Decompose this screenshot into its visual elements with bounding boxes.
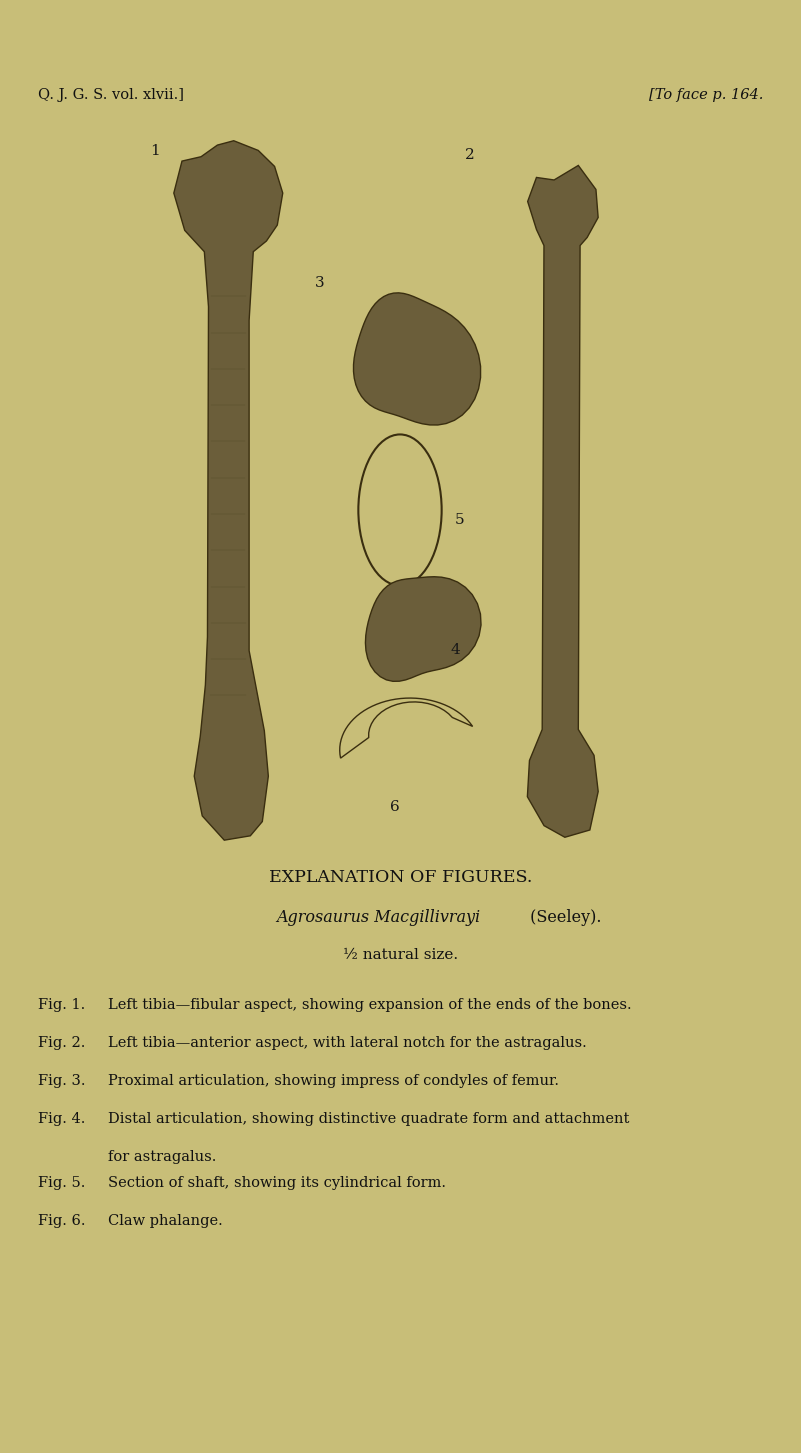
Text: Fig. 5.: Fig. 5. — [38, 1175, 86, 1190]
Text: 1: 1 — [150, 144, 159, 158]
Text: Fig. 2.: Fig. 2. — [38, 1036, 86, 1051]
Text: ½ natural size.: ½ natural size. — [343, 947, 458, 962]
Text: Agrosaurus Macgillivrayi: Agrosaurus Macgillivrayi — [276, 910, 481, 927]
Text: Left tibia—fibular aspect, showing expansion of the ends of the bones.: Left tibia—fibular aspect, showing expan… — [108, 998, 632, 1011]
Polygon shape — [353, 294, 481, 424]
Text: 3: 3 — [315, 276, 324, 291]
Text: 5: 5 — [455, 513, 465, 527]
Text: EXPLANATION OF FIGURES.: EXPLANATION OF FIGURES. — [269, 869, 532, 886]
Text: Left tibia—anterior aspect, with lateral notch for the astragalus.: Left tibia—anterior aspect, with lateral… — [108, 1036, 587, 1051]
Polygon shape — [365, 577, 481, 681]
Text: Fig. 6.: Fig. 6. — [38, 1215, 86, 1228]
Text: 6: 6 — [390, 801, 400, 814]
Text: for astragalus.: for astragalus. — [108, 1149, 216, 1164]
Text: Fig. 1.: Fig. 1. — [38, 998, 85, 1011]
Text: (Seeley).: (Seeley). — [525, 910, 602, 927]
Text: Fig. 3.: Fig. 3. — [38, 1074, 86, 1088]
Text: Proximal articulation, showing impress of condyles of femur.: Proximal articulation, showing impress o… — [108, 1074, 559, 1088]
Circle shape — [358, 434, 441, 586]
Text: Fig. 4.: Fig. 4. — [38, 1112, 86, 1126]
Text: [To face p. 164.: [To face p. 164. — [649, 89, 763, 102]
Text: Distal articulation, showing distinctive quadrate form and attachment: Distal articulation, showing distinctive… — [108, 1112, 630, 1126]
Polygon shape — [174, 141, 283, 840]
Polygon shape — [527, 166, 598, 837]
Text: Section of shaft, showing its cylindrical form.: Section of shaft, showing its cylindrica… — [108, 1175, 446, 1190]
Polygon shape — [340, 697, 473, 758]
Text: 2: 2 — [465, 148, 475, 161]
Text: 4: 4 — [450, 644, 460, 657]
Text: Claw phalange.: Claw phalange. — [108, 1215, 223, 1228]
Text: Q. J. G. S. vol. xlvii.]: Q. J. G. S. vol. xlvii.] — [38, 89, 184, 102]
